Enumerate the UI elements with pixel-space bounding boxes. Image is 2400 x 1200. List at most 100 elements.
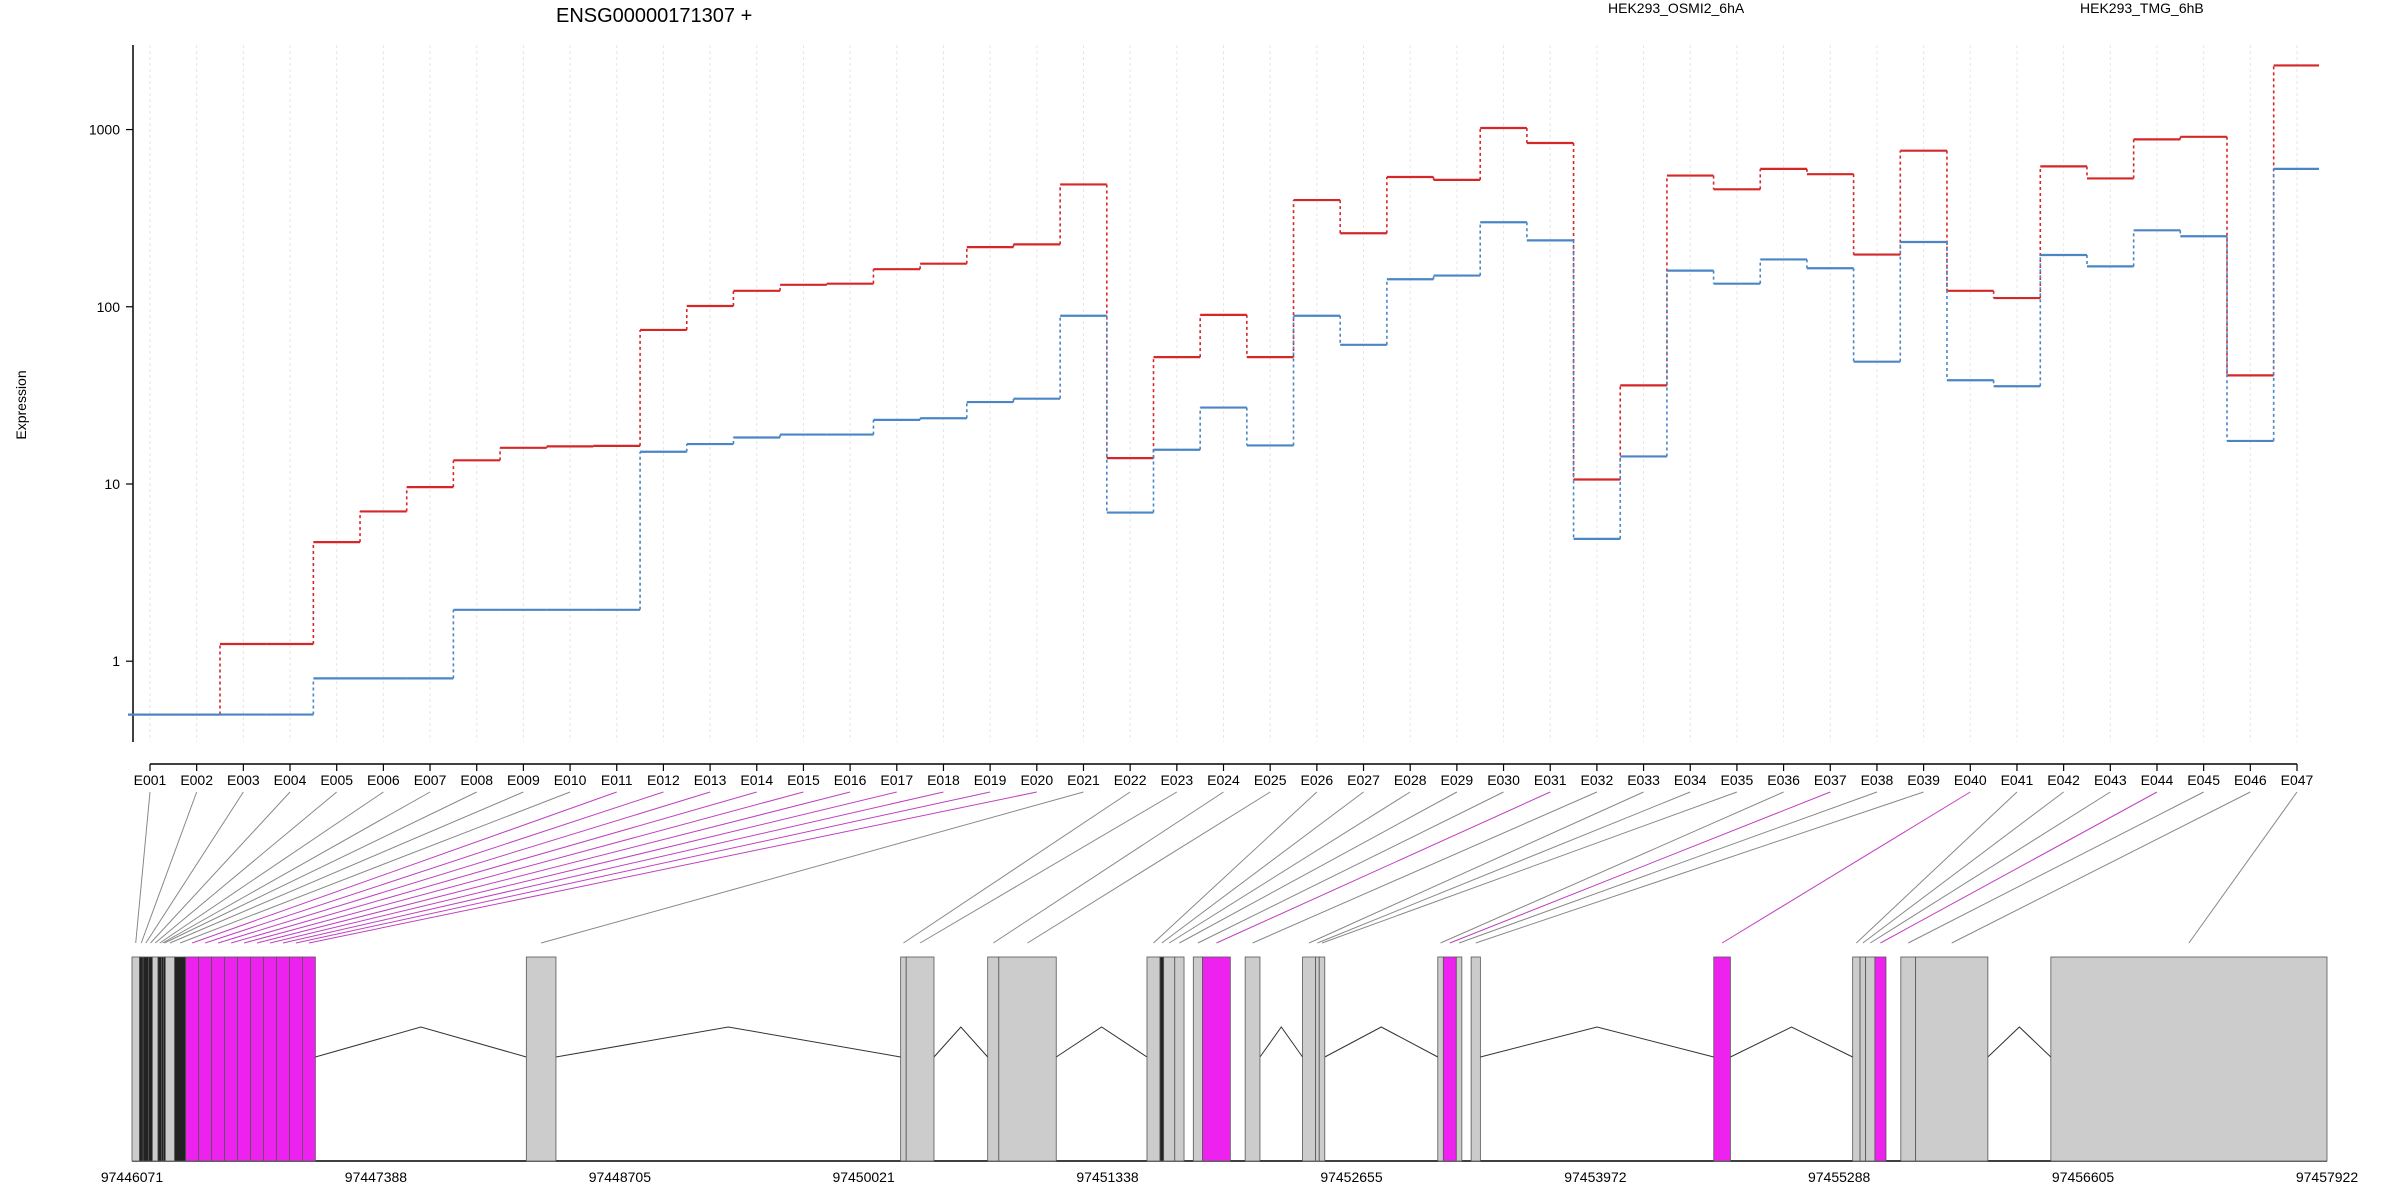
x-tick-label: E033 — [1627, 772, 1660, 788]
exon-connector — [230, 791, 757, 944]
exon-connector — [1907, 791, 2204, 944]
coordinate-tick-label: 97457922 — [2296, 1169, 2359, 1185]
exon-connector — [1161, 791, 1364, 944]
chart-title: ENSG00000171307 + — [556, 5, 752, 27]
y-axis-label: Expression — [13, 370, 29, 439]
exon-block — [1202, 956, 1231, 1162]
x-tick-label: E022 — [1114, 772, 1147, 788]
exon-block — [1318, 956, 1326, 1162]
coordinate-tick-label: 97447388 — [345, 1169, 408, 1185]
coordinate-tick-label: 97446071 — [101, 1169, 164, 1185]
exon-connector — [1458, 791, 1878, 944]
exon-connector — [205, 791, 664, 944]
coordinate-tick-label: 97451338 — [1076, 1169, 1139, 1185]
exon-connector — [217, 791, 711, 944]
x-tick-label: E011 — [601, 772, 633, 788]
exon-block — [1163, 956, 1176, 1162]
exon-block — [1174, 956, 1185, 1162]
x-tick-label: E004 — [274, 772, 307, 788]
exon-connector — [192, 791, 617, 944]
x-tick-label: E043 — [2094, 772, 2127, 788]
exon-connector — [1449, 791, 1831, 944]
exon-connector — [135, 791, 151, 944]
x-tick-label: E009 — [507, 772, 540, 788]
exon-connector — [269, 791, 897, 944]
exon-block — [237, 956, 251, 1162]
exon-connector — [1880, 791, 2158, 944]
x-tick-label: E007 — [414, 772, 447, 788]
x-tick-label: E023 — [1160, 772, 1193, 788]
intron-line — [315, 1026, 527, 1058]
exon-block — [2050, 956, 2328, 1162]
exon-block — [1146, 956, 1161, 1162]
exon-block — [250, 956, 264, 1162]
intron-line — [1324, 1026, 1439, 1058]
x-tick-label: E038 — [1861, 772, 1894, 788]
exon-block — [211, 956, 226, 1162]
exon-connector — [1317, 791, 1691, 944]
x-tick-label: E042 — [2047, 772, 2080, 788]
legend-entry-2: HEK293_TMG_6hB — [2080, 0, 2204, 16]
exon-block — [148, 956, 153, 1162]
exon-connector — [1308, 791, 1644, 944]
exon-connector — [1869, 791, 2111, 944]
exon-block — [142, 956, 150, 1162]
exon-block — [1713, 956, 1731, 1162]
intron-line — [1480, 1026, 1714, 1058]
x-tick-label: E040 — [1954, 772, 1987, 788]
exon-connector — [1168, 791, 1411, 944]
exon-block — [998, 956, 1057, 1162]
exon-connector — [159, 791, 384, 944]
exon-connector — [1197, 791, 1504, 944]
intron-line — [1987, 1026, 2052, 1058]
gridlines — [149, 45, 2298, 742]
exon-block — [164, 956, 175, 1162]
exon-block — [1470, 956, 1481, 1162]
exon-block — [1859, 956, 1867, 1162]
y-tick-label: 1000 — [89, 122, 120, 138]
x-tick-label: E028 — [1394, 772, 1427, 788]
coordinate-tick-label: 97452655 — [1320, 1169, 1383, 1185]
y-tick-label: 10 — [104, 476, 120, 492]
exon-connector — [1179, 791, 1458, 944]
exon-connector — [1252, 791, 1598, 944]
x-tick-label: E019 — [974, 772, 1007, 788]
intron-line — [1259, 1026, 1303, 1058]
x-tick-label: E016 — [834, 772, 867, 788]
exon-connector — [903, 791, 1131, 944]
exon-connector — [1027, 791, 1271, 944]
exon-block — [301, 956, 316, 1162]
coordinate-tick-label: 97456605 — [2052, 1169, 2115, 1185]
x-tick-label: E012 — [647, 772, 680, 788]
gene-model: 97446071 97447388 97448705 97450021 97451338… — [101, 956, 2359, 1185]
exon-connector — [145, 791, 244, 944]
exon-connector — [1321, 791, 1738, 944]
exon-connector — [1153, 791, 1318, 944]
exon-block — [1159, 956, 1165, 1162]
x-tick-label: E027 — [1347, 772, 1380, 788]
x-tick-label: E013 — [694, 772, 727, 788]
legend-entry-1: HEK293_OSMI2_6hA — [1608, 0, 1745, 16]
exon-block — [1192, 956, 1203, 1162]
coordinate-tick-label: 97450021 — [832, 1169, 895, 1185]
y-tick-label: 1 — [112, 653, 120, 669]
exon-block — [1865, 956, 1876, 1162]
x-tick-label: E010 — [554, 772, 587, 788]
exon-connector — [169, 791, 524, 944]
exon-block — [1315, 956, 1320, 1162]
intron-line — [555, 1026, 901, 1058]
x-tick-label: E026 — [1300, 772, 1333, 788]
coordinate-tick-label: 97448705 — [589, 1169, 652, 1185]
x-tick-label: E020 — [1020, 772, 1053, 788]
x-tick-label: E039 — [1907, 772, 1940, 788]
exon-block — [1915, 956, 1989, 1162]
exon-connector — [243, 791, 804, 944]
exon-connector — [2188, 791, 2298, 944]
exon-connector — [1951, 791, 2251, 944]
exon-connector — [154, 791, 338, 944]
exon-block — [131, 956, 140, 1162]
exon-block — [1455, 956, 1463, 1162]
coordinate-tick-label: 97453972 — [1564, 1169, 1627, 1185]
coordinate-tick-label: 97455288 — [1808, 1169, 1871, 1185]
